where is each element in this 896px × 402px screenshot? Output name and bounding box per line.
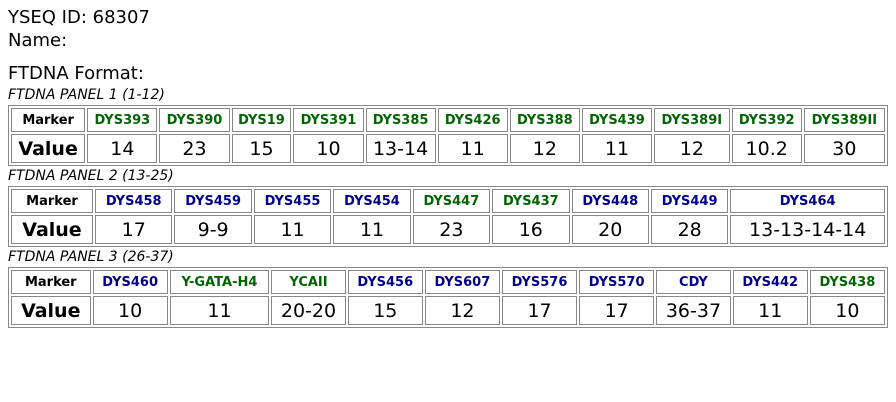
- marker-value: 13-13-14-14: [730, 215, 885, 244]
- marker-value: 30: [803, 134, 885, 163]
- marker-name: DYS458: [95, 189, 173, 213]
- marker-name: DYS459: [174, 189, 252, 213]
- marker-value: 10.2: [731, 134, 802, 163]
- marker-value: 23: [412, 215, 491, 244]
- format-line: FTDNA Format:: [8, 63, 144, 84]
- marker-value: 11: [253, 215, 332, 244]
- marker-name: DYS392: [731, 108, 802, 132]
- content: YSEQ ID: 68307 Name: FTDNA Format: FTDNA…: [8, 7, 888, 328]
- table-body: Marker DYS393 DYS390 DYS19 DYS391 DYS385 DYS42…: [11, 108, 885, 163]
- marker-name: DYS464: [730, 189, 885, 213]
- id-line: YSEQ ID: 68307: [8, 7, 150, 28]
- row-label: Value: [11, 134, 86, 163]
- marker-value: 11: [437, 134, 508, 163]
- row-label: Marker: [11, 270, 91, 294]
- marker-table: Marker DYS460 Y-GATA-H4 YCAII DYS456 DYS607 DY…: [8, 267, 888, 328]
- marker-row: Marker DYS460 Y-GATA-H4 YCAII DYS456 DYS607 DY…: [11, 270, 885, 294]
- marker-name: DYS449: [650, 189, 729, 213]
- marker-value: 28: [650, 215, 729, 244]
- marker-name: DYS19: [231, 108, 292, 132]
- marker-name: DYS390: [159, 108, 230, 132]
- marker-name: Y-GATA-H4: [169, 270, 270, 294]
- marker-value: 20: [571, 215, 649, 244]
- table-body: Marker DYS458 DYS459 DYS455 DYS454 DYS447 DYS4…: [11, 189, 885, 244]
- marker-name: DYS391: [293, 108, 364, 132]
- marker-name: DYS389II: [803, 108, 885, 132]
- marker-value: 17: [95, 215, 173, 244]
- marker-value: 12: [654, 134, 730, 163]
- marker-value: 11: [581, 134, 653, 163]
- marker-name: DYS388: [509, 108, 580, 132]
- value-row: Value 17 9-9 11 11 23 16 20 28 13-13-14-14: [11, 215, 885, 244]
- marker-name: DYS437: [492, 189, 570, 213]
- marker-name: DYS426: [437, 108, 508, 132]
- value-row: Value 14 23 15 10 13-14 11 12 11 12 10.2 30: [11, 134, 885, 163]
- marker-value: 10: [92, 296, 168, 325]
- marker-table: Marker DYS393 DYS390 DYS19 DYS391 DYS385 DYS42…: [8, 105, 888, 166]
- marker-value: 12: [509, 134, 580, 163]
- marker-name: DYS454: [333, 189, 411, 213]
- marker-name: DYS442: [732, 270, 808, 294]
- row-label: Value: [11, 215, 93, 244]
- marker-value: 9-9: [174, 215, 252, 244]
- marker-name: DYS607: [424, 270, 500, 294]
- marker-name: DYS576: [501, 270, 578, 294]
- marker-name: DYS439: [581, 108, 653, 132]
- marker-value: 12: [424, 296, 500, 325]
- marker-name: DYS448: [571, 189, 649, 213]
- marker-value: 10: [293, 134, 364, 163]
- marker-value: 11: [333, 215, 411, 244]
- table-body: Marker DYS460 Y-GATA-H4 YCAII DYS456 DYS607 DY…: [11, 270, 885, 325]
- marker-value: 15: [347, 296, 423, 325]
- marker-value: 10: [809, 296, 885, 325]
- row-label: Marker: [11, 189, 93, 213]
- marker-value: 14: [87, 134, 158, 163]
- marker-row: Marker DYS393 DYS390 DYS19 DYS391 DYS385 DYS42…: [11, 108, 885, 132]
- marker-name: DYS393: [87, 108, 158, 132]
- marker-value: 15: [231, 134, 292, 163]
- marker-value: 17: [579, 296, 655, 325]
- marker-name: YCAII: [271, 270, 346, 294]
- panel-title: FTDNA PANEL 1 (1-12): [8, 87, 165, 103]
- marker-name: DYS438: [809, 270, 885, 294]
- marker-value: 13-14: [365, 134, 436, 163]
- marker-value: 23: [159, 134, 230, 163]
- marker-value: 11: [169, 296, 270, 325]
- panel-title: FTDNA PANEL 3 (26-37): [8, 249, 174, 265]
- marker-name: DYS385: [365, 108, 436, 132]
- value-row: Value 10 11 20-20 15 12 17 17 36-37 11 10: [11, 296, 885, 325]
- marker-name: DYS460: [92, 270, 168, 294]
- marker-value: 16: [492, 215, 570, 244]
- name-line: Name:: [8, 30, 68, 51]
- marker-name: DYS570: [579, 270, 655, 294]
- row-label: Value: [11, 296, 91, 325]
- marker-row: Marker DYS458 DYS459 DYS455 DYS454 DYS447 DYS4…: [11, 189, 885, 213]
- marker-value: 20-20: [271, 296, 346, 325]
- marker-table: Marker DYS458 DYS459 DYS455 DYS454 DYS447 DYS4…: [8, 186, 888, 247]
- marker-value: 11: [732, 296, 808, 325]
- marker-value: 17: [501, 296, 578, 325]
- row-label: Marker: [11, 108, 86, 132]
- panels: FTDNA PANEL 1 (1-12) Marker DYS393 DYS390 DY…: [8, 86, 888, 328]
- marker-name: DYS456: [347, 270, 423, 294]
- marker-name: DYS389I: [654, 108, 730, 132]
- panel-title: FTDNA PANEL 2 (13-25): [8, 168, 174, 184]
- marker-name: CDY: [656, 270, 731, 294]
- marker-name: DYS447: [412, 189, 491, 213]
- marker-name: DYS455: [253, 189, 332, 213]
- marker-value: 36-37: [656, 296, 731, 325]
